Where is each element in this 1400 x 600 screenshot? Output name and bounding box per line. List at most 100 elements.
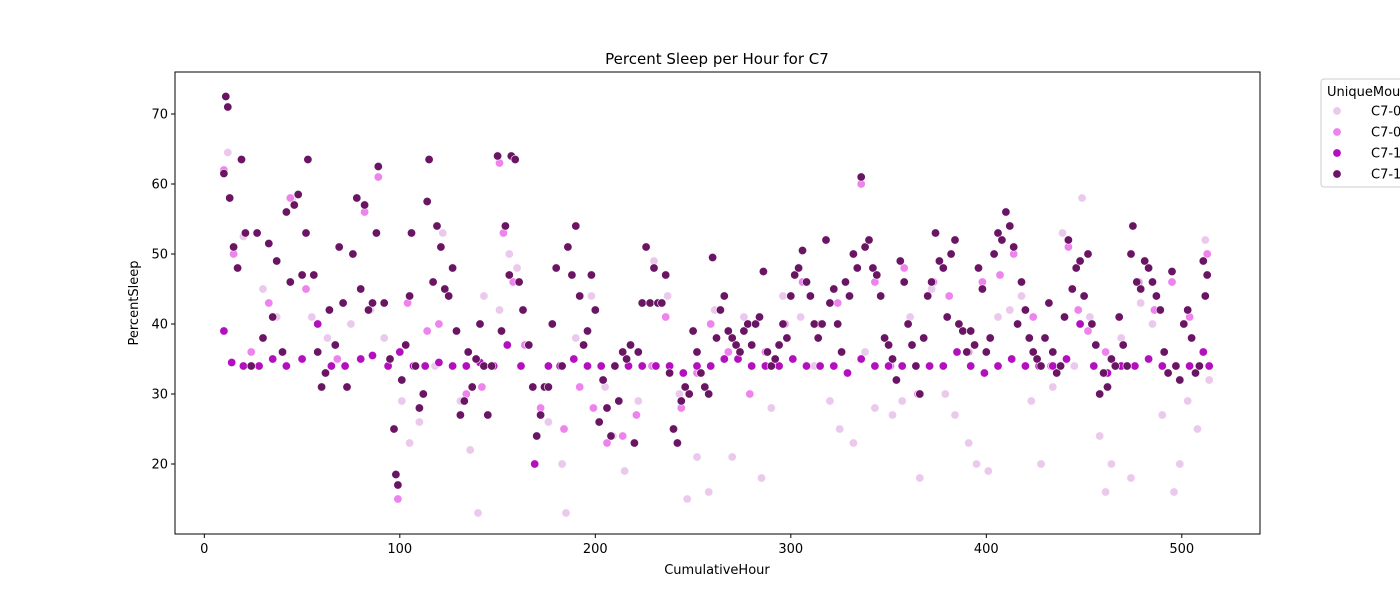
scatter-point [1157, 361, 1167, 371]
legend: UniqueMou C7-0 C7-0 C7-1 C7-1 [1320, 78, 1400, 188]
scatter-point [1136, 284, 1146, 294]
scatter-point [373, 162, 383, 172]
scatter-point [884, 361, 894, 371]
scatter-point [391, 469, 401, 479]
scatter-point [557, 361, 567, 371]
scatter-point [641, 242, 651, 252]
scatter-point [606, 431, 616, 441]
scatter-point [790, 270, 800, 280]
scatter-point [434, 357, 444, 367]
scatter-point [1024, 333, 1034, 343]
scatter-point [1060, 312, 1070, 322]
scatter-point [1075, 319, 1085, 329]
scatter-point [1198, 347, 1208, 357]
scatter-point [536, 410, 546, 420]
scatter-point [530, 459, 540, 469]
scatter-point [618, 431, 628, 441]
scatter-point [1063, 235, 1073, 245]
scatter-point [401, 340, 411, 350]
scatter-point [326, 361, 336, 371]
legend-title: UniqueMou [1327, 85, 1400, 100]
scatter-point [602, 438, 612, 448]
scatter-point [1194, 361, 1204, 371]
scatter-point [1020, 361, 1030, 371]
scatter-point [281, 207, 291, 217]
scatter-point [1163, 368, 1173, 378]
scatter-point [557, 459, 567, 469]
scatter-point [410, 361, 420, 371]
scatter-point [940, 389, 950, 399]
scatter-point [313, 319, 323, 329]
scatter-point [1106, 354, 1116, 364]
scatter-point [518, 305, 528, 315]
scatter-point [547, 319, 557, 329]
scatter-point [575, 382, 585, 392]
y-tick-label: 30 [151, 388, 168, 403]
scatter-point [870, 361, 880, 371]
scatter-point [719, 291, 729, 301]
y-tick-label: 40 [151, 318, 168, 333]
scatter-point [455, 410, 465, 420]
scatter-point [223, 102, 233, 112]
scatter-point [723, 326, 733, 336]
scatter-point [704, 389, 714, 399]
scatter-point [930, 228, 940, 238]
scatter-point [579, 340, 589, 350]
scatter-point [422, 326, 432, 336]
scatter-point [440, 284, 450, 294]
scatter-point [842, 368, 852, 378]
scatter-point [1171, 361, 1181, 371]
scatter-point [860, 347, 870, 357]
scatter-point [1132, 277, 1142, 287]
scatter-point [406, 228, 416, 238]
scatter-point [1062, 354, 1072, 364]
scatter-point [899, 263, 909, 273]
scatter-point [246, 347, 256, 357]
scatter-point [479, 361, 489, 371]
scatter-point [739, 326, 749, 336]
scatter-point [346, 319, 356, 329]
scatter-point [762, 347, 772, 357]
scatter-point [502, 340, 512, 350]
scatter-point [317, 382, 327, 392]
scatter-point [1106, 459, 1116, 469]
scatter-point [891, 375, 901, 385]
scatter-point [463, 347, 473, 357]
scatter-point [393, 494, 403, 504]
points-layer [219, 92, 1214, 518]
scatter-point [1007, 354, 1017, 364]
scatter-point [817, 319, 827, 329]
scatter-point [706, 319, 716, 329]
scatter-point [645, 298, 655, 308]
scatter-point [1040, 333, 1050, 343]
legend-marker [1332, 148, 1342, 158]
scatter-point [1001, 207, 1011, 217]
scatter-point [434, 319, 444, 329]
scatter-point [927, 277, 937, 287]
scatter-point [1155, 305, 1165, 315]
scatter-point [1026, 396, 1036, 406]
scatter-point [1144, 263, 1154, 273]
scatter-point [1020, 305, 1030, 315]
scatter-point [1183, 305, 1193, 315]
scatter-point [229, 242, 239, 252]
scatter-point [432, 221, 442, 231]
scatter-point [897, 396, 907, 406]
scatter-point [348, 249, 358, 259]
legend-label: C7-0 [1371, 105, 1400, 120]
scatter-point [954, 319, 964, 329]
scatter-point [309, 270, 319, 280]
scatter-point [461, 361, 471, 371]
scatter-point [371, 228, 381, 238]
scatter-point [739, 312, 749, 322]
scatter-point [596, 361, 606, 371]
scatter-point [758, 266, 768, 276]
scatter-point [938, 361, 948, 371]
scatter-point [751, 319, 761, 329]
y-tick-label: 50 [151, 248, 168, 263]
scatter-point [848, 249, 858, 259]
scatter-point [264, 298, 274, 308]
x-tick-label: 400 [974, 542, 999, 557]
scatter-point [711, 333, 721, 343]
scatter-point [1204, 361, 1214, 371]
